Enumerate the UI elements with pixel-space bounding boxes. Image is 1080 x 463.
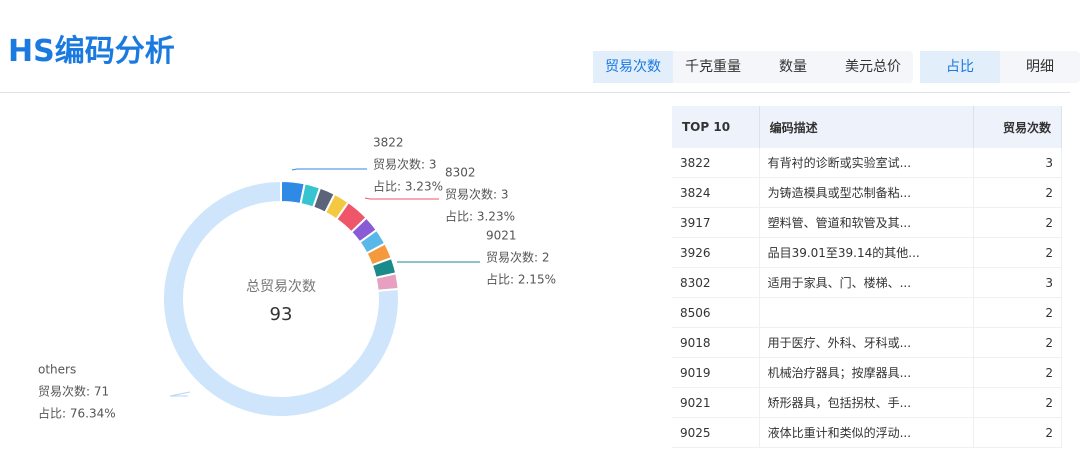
table-cell: 品目39.01至39.14的其他...: [759, 237, 975, 268]
data-label-category: others: [38, 363, 76, 377]
table-row: 3926 品目39.01至39.14的其他... 2: [672, 237, 1062, 268]
data-label-percent: 占比: 3.23%: [445, 209, 515, 224]
view-tab[interactable]: 占比: [920, 51, 1000, 83]
table-cell: 2: [973, 417, 1062, 448]
data-label-percent: 占比: 76.34%: [38, 406, 116, 421]
table-row: 3917 塑料管、管道和软管及其... 2: [672, 207, 1062, 238]
data-label-category: 3822: [373, 136, 404, 150]
table-cell: 2: [973, 237, 1062, 268]
table-cell: 3: [973, 267, 1062, 298]
center-total: 93: [270, 304, 293, 325]
table-row: 8506 2: [672, 297, 1062, 328]
table-row: 9021 矫形器具，包括拐杖、手... 2: [672, 387, 1062, 418]
view-tab[interactable]: 明细: [1026, 59, 1054, 75]
table-cell: 8302: [672, 267, 760, 298]
table-cell: 2: [973, 207, 1062, 238]
table-cell: 9021: [672, 387, 760, 418]
table-cell: 8506: [672, 297, 760, 328]
table-header-cell: 贸易次数: [973, 106, 1062, 148]
table-row: 9019 机械治疗器具；按摩器具... 2: [672, 357, 1062, 388]
table-cell: 9019: [672, 357, 760, 388]
leader-line: [169, 391, 191, 397]
table-cell: 为铸造模具或型芯制备粘...: [759, 177, 975, 208]
metric-tab[interactable]: 数量: [779, 59, 807, 75]
table-cell: 2: [973, 357, 1062, 388]
table-cell: 3917: [672, 207, 760, 238]
view-tabs: 占比 明细: [920, 51, 1080, 83]
data-label-value: 贸易次数: 2: [486, 250, 550, 265]
donut-segment: [162, 179, 400, 418]
table-header-cell: 编码描述: [759, 106, 975, 148]
table-row: 3824 为铸造模具或型芯制备粘... 2: [672, 177, 1062, 208]
leader-line: [364, 197, 439, 200]
data-label-value: 贸易次数: 3: [373, 157, 437, 172]
table-cell: 适用于家具、门、楼梯、...: [759, 267, 975, 298]
data-label-value: 贸易次数: 3: [445, 187, 509, 202]
divider: [0, 92, 1070, 93]
table-cell: 3: [973, 148, 1062, 178]
top10-table: TOP 10 编码描述 贸易次数 3822 有背衬的诊断或实验室试... 3 3824 为铸造…: [672, 106, 1062, 448]
table-cell: [759, 297, 975, 328]
table-cell: 机械治疗器具；按摩器具...: [759, 357, 975, 388]
leader-line: [291, 168, 367, 171]
table-cell: 塑料管、管道和软管及其...: [759, 207, 975, 238]
table-header-cell: TOP 10: [672, 106, 760, 148]
page-title: HS编码分析: [8, 34, 175, 69]
data-label-value: 贸易次数: 71: [38, 384, 109, 399]
table-row: 9018 用于医疗、外科、牙科或... 2: [672, 327, 1062, 358]
table-row: 9025 液体比重计和类似的浮动... 2: [672, 417, 1062, 448]
table-cell: 2: [973, 387, 1062, 418]
table-row: 8302 适用于家具、门、楼梯、... 3: [672, 267, 1062, 298]
table-cell: 3926: [672, 237, 760, 268]
table-row: 3822 有背衬的诊断或实验室试... 3: [672, 148, 1062, 178]
table-cell: 有背衬的诊断或实验室试...: [759, 148, 975, 178]
center-label: 总贸易次数: [246, 279, 316, 295]
data-label-category: 8302: [445, 166, 476, 180]
table-cell: 液体比重计和类似的浮动...: [759, 417, 975, 448]
table-cell: 用于医疗、外科、牙科或...: [759, 327, 975, 358]
metric-tab[interactable]: 千克重量: [685, 59, 741, 75]
table-cell: 9018: [672, 327, 760, 358]
metric-tabs: 贸易次数 千克重量 数量 美元总价: [593, 51, 913, 83]
table-cell: 2: [973, 177, 1062, 208]
table-cell: 矫形器具，包括拐杖、手...: [759, 387, 975, 418]
table-header-row: TOP 10 编码描述 贸易次数: [672, 106, 1062, 148]
table-cell: 2: [973, 297, 1062, 328]
data-label-percent: 占比: 3.23%: [373, 179, 443, 194]
metric-tab[interactable]: 贸易次数: [593, 51, 673, 83]
table-cell: 3824: [672, 177, 760, 208]
data-label-category: 9021: [486, 229, 517, 243]
data-label-percent: 占比: 2.15%: [486, 272, 556, 287]
table-cell: 2: [973, 327, 1062, 358]
table-cell: 9025: [672, 417, 760, 448]
table-cell: 3822: [672, 148, 760, 178]
metric-tab[interactable]: 美元总价: [845, 59, 901, 75]
